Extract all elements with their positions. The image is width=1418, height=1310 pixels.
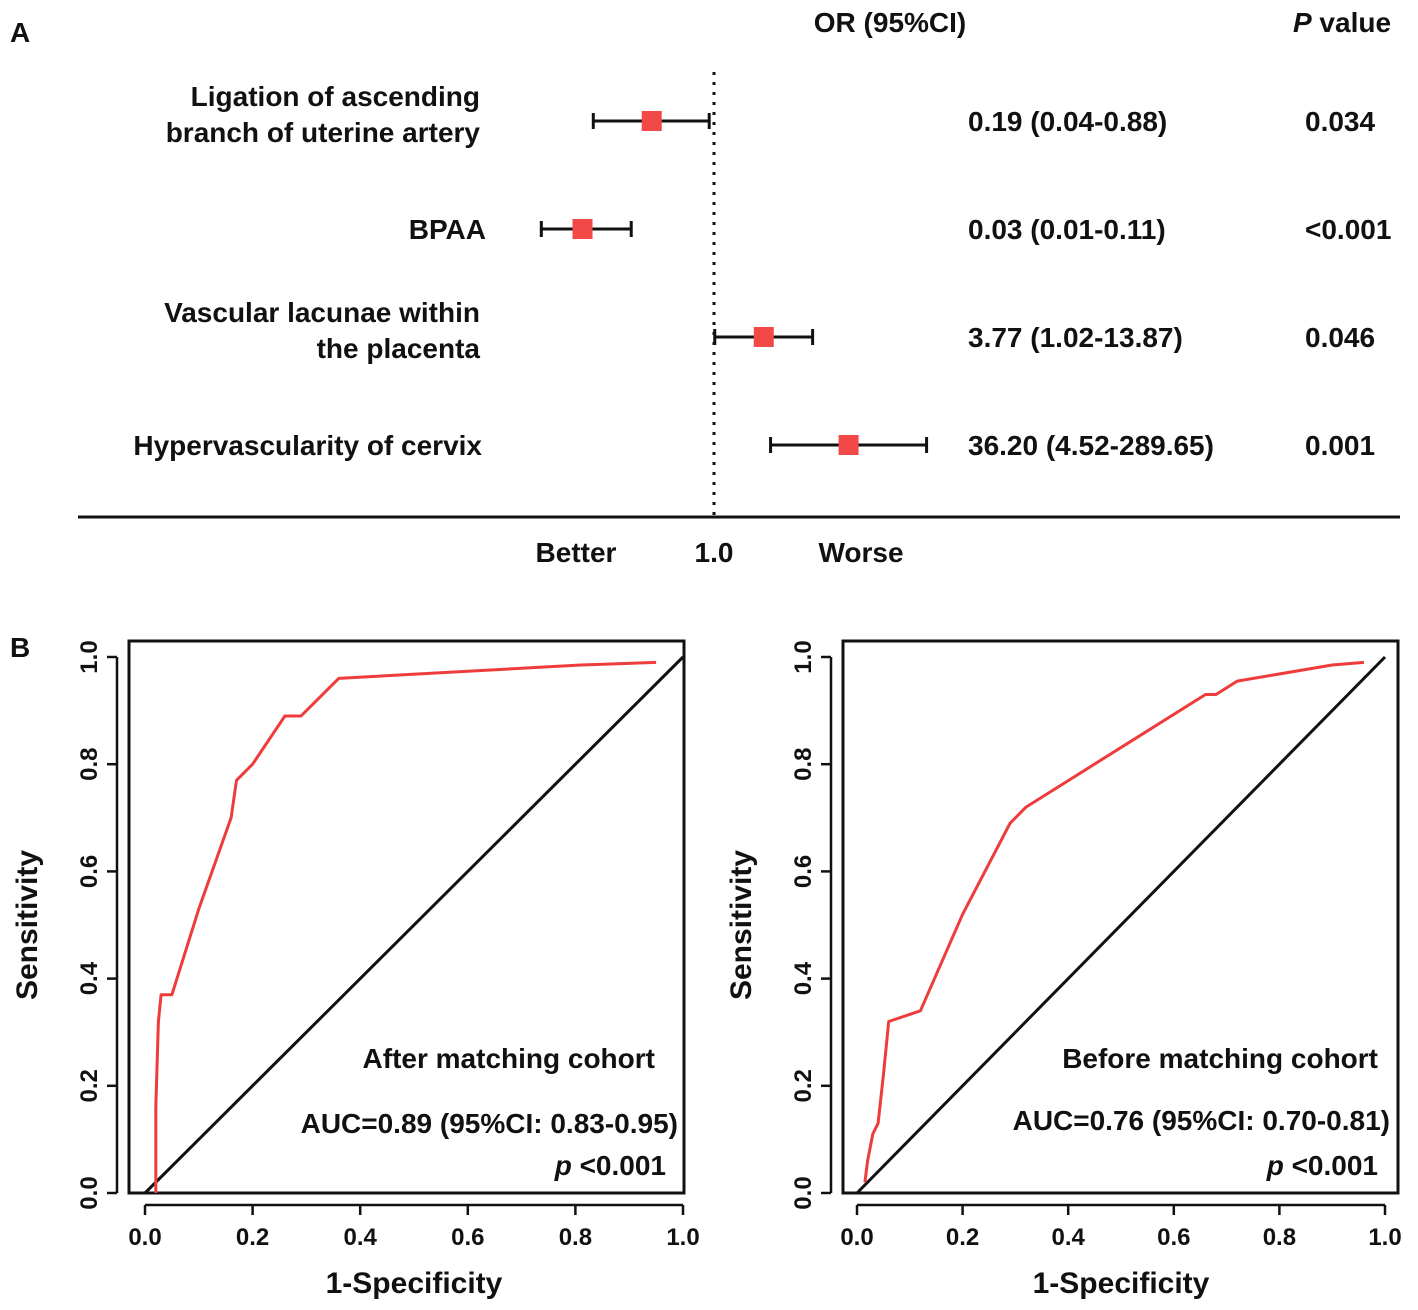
p-annotation: p <0.001: [1266, 1150, 1378, 1181]
x-tick-label: 0.8: [1263, 1224, 1296, 1251]
odds-ratio-text: 3.77 (1.02-13.87): [968, 322, 1183, 353]
y-tick-label: 1.0: [76, 640, 103, 673]
y-tick-label: 0.2: [76, 1069, 103, 1102]
forest-row-label: Hypervascularity of cervix: [133, 430, 482, 461]
forest-row: BPAA 0.03 (0.01-0.11) <0.001: [409, 214, 1392, 245]
panel-a-label: A: [10, 17, 30, 48]
x-tick-label: 0.4: [1052, 1224, 1086, 1251]
p-value-text: 0.034: [1305, 106, 1375, 137]
p-value-text: 0.046: [1305, 322, 1375, 353]
worse-label: Worse: [818, 537, 903, 568]
x-tick-label: 0.4: [344, 1224, 378, 1251]
cohort-annotation: After matching cohort: [363, 1043, 655, 1074]
forest-row-label-line: branch of uterine artery: [166, 117, 481, 148]
forest-row: Vascular lacunae within the placenta 3.77 …: [164, 297, 1375, 364]
y-tick-label: 1.0: [790, 640, 817, 673]
x-tick-label: 0.0: [128, 1224, 161, 1251]
roc-curve: [154, 660, 657, 1193]
p-header-rest: value: [1312, 7, 1391, 38]
roc-curve: [863, 660, 1365, 1183]
p-value-column-header: P value: [1293, 7, 1391, 38]
forest-row: Hypervascularity of cervix 36.20 (4.52-28…: [133, 430, 1375, 461]
x-tick-label: 0.6: [1157, 1224, 1190, 1251]
odds-ratio-marker: [753, 327, 774, 347]
x-axis-label: 1-Specificity: [326, 1267, 503, 1300]
y-tick-label: 0.8: [76, 748, 103, 781]
p-annotation-rest: <0.001: [1284, 1150, 1378, 1181]
forest-row-label-line: Vascular lacunae within: [164, 297, 480, 328]
p-annotation-italic: p: [554, 1150, 572, 1181]
y-tick-label: 0.4: [790, 961, 817, 995]
roc-chart-before-matching: 0.0 0.2 0.4 0.6 0.8 1.0 1-Specificity 0.0 0.2 0.4…: [725, 639, 1402, 1300]
p-annotation: p <0.001: [554, 1150, 666, 1181]
y-tick-label: 0.0: [76, 1176, 103, 1209]
x-tick-label: 1.0: [666, 1224, 699, 1251]
x-axis-label: 1-Specificity: [1033, 1267, 1210, 1300]
forest-row-label-line: the placenta: [317, 333, 481, 364]
reference-value-label: 1.0: [695, 537, 734, 568]
odds-ratio-text: 0.03 (0.01-0.11): [968, 214, 1166, 245]
odds-ratio-marker: [838, 435, 859, 455]
plot-frame: [127, 639, 686, 1195]
x-tick-label: 1.0: [1368, 1224, 1401, 1251]
forest-row-label: BPAA: [409, 214, 486, 245]
y-tick-label: 0.6: [790, 855, 817, 888]
auc-annotation: AUC=0.89 (95%CI: 0.83-0.95): [301, 1108, 678, 1139]
x-tick-label: 0.6: [451, 1224, 484, 1251]
x-tick-label: 0.0: [840, 1224, 873, 1251]
p-annotation-italic: p: [1266, 1150, 1284, 1181]
y-axis-label: Sensitivity: [725, 850, 758, 1000]
or-column-header: OR (95%CI): [814, 7, 966, 38]
odds-ratio-text: 0.19 (0.04-0.88): [968, 106, 1167, 137]
cohort-annotation: Before matching cohort: [1062, 1043, 1378, 1074]
p-value-text: 0.001: [1305, 430, 1375, 461]
forest-row-label-line: Ligation of ascending: [191, 81, 480, 112]
y-tick-label: 0.8: [790, 748, 817, 781]
forest-row: Ligation of ascending branch of uterine a…: [166, 81, 1376, 148]
chance-diagonal: [855, 655, 1387, 1195]
forest-plot-panel: A OR (95%CI) P value 1.0 Better Worse Li…: [10, 7, 1400, 568]
odds-ratio-marker: [641, 111, 662, 131]
p-header-italic: P: [1293, 7, 1312, 38]
y-axis-label: Sensitivity: [11, 850, 44, 1000]
plot-frame: [841, 639, 1400, 1195]
p-value-text: <0.001: [1305, 214, 1391, 245]
roc-chart-after-matching: 0.0 0.2 0.4 0.6 0.8 1.0 1-Specificity 0.0 0.2 0.4…: [11, 639, 700, 1300]
auc-annotation: AUC=0.76 (95%CI: 0.70-0.81): [1013, 1105, 1390, 1136]
panel-b-label: B: [10, 632, 30, 663]
x-tick-label: 0.8: [559, 1224, 592, 1251]
y-tick-label: 0.2: [790, 1069, 817, 1102]
odds-ratio-marker: [572, 219, 593, 239]
odds-ratio-text: 36.20 (4.52-289.65): [968, 430, 1214, 461]
y-tick-label: 0.0: [790, 1176, 817, 1209]
x-tick-label: 0.2: [946, 1224, 979, 1251]
y-tick-label: 0.6: [76, 855, 103, 888]
forest-rows: Ligation of ascending branch of uterine a…: [133, 81, 1391, 461]
better-label: Better: [536, 537, 617, 568]
y-tick-label: 0.4: [76, 961, 103, 995]
x-tick-label: 0.2: [236, 1224, 269, 1251]
p-annotation-rest: <0.001: [572, 1150, 666, 1181]
chance-diagonal: [143, 655, 685, 1195]
